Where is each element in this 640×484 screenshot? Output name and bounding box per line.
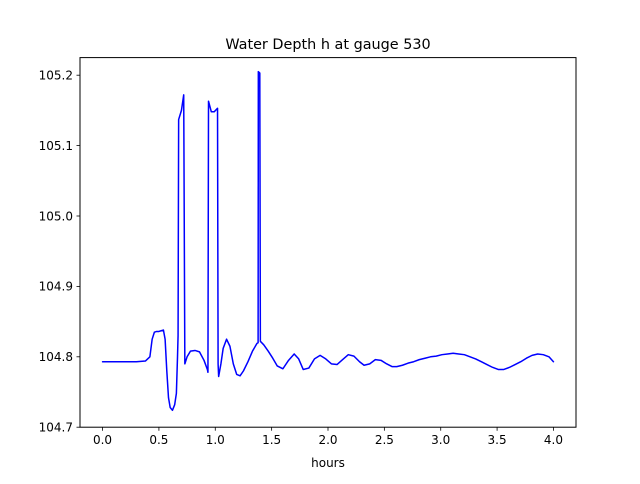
x-tick-label: 1.5 [262,433,281,447]
x-tick-label: 0.0 [93,433,112,447]
x-tick-label: 3.0 [431,433,450,447]
x-tick-label: 4.0 [544,433,563,447]
x-axis-label: hours [311,456,345,470]
y-tick-label: 105.0 [39,209,73,223]
y-tick-label: 104.9 [39,280,73,294]
y-tick-label: 104.8 [39,350,73,364]
plot-layer [101,70,555,412]
y-tick-label: 104.7 [39,421,73,435]
y-axis-ticks: 104.7 104.8 104.9 105.0 105.1 105.2 [39,69,80,435]
y-tick-label: 105.2 [39,69,73,83]
x-tick-label: 3.5 [488,433,507,447]
chart-title: Water Depth h at gauge 530 [225,37,430,53]
x-tick-label: 1.0 [206,433,225,447]
x-axis-ticks: 0.0 0.5 1.0 1.5 2.0 2.5 3.0 3.5 4.0 [93,427,563,447]
y-tick-label: 105.1 [39,139,73,153]
x-tick-label: 0.5 [149,433,168,447]
series-line-0 [101,70,555,412]
x-tick-label: 2.5 [375,433,394,447]
x-tick-label: 2.0 [318,433,337,447]
